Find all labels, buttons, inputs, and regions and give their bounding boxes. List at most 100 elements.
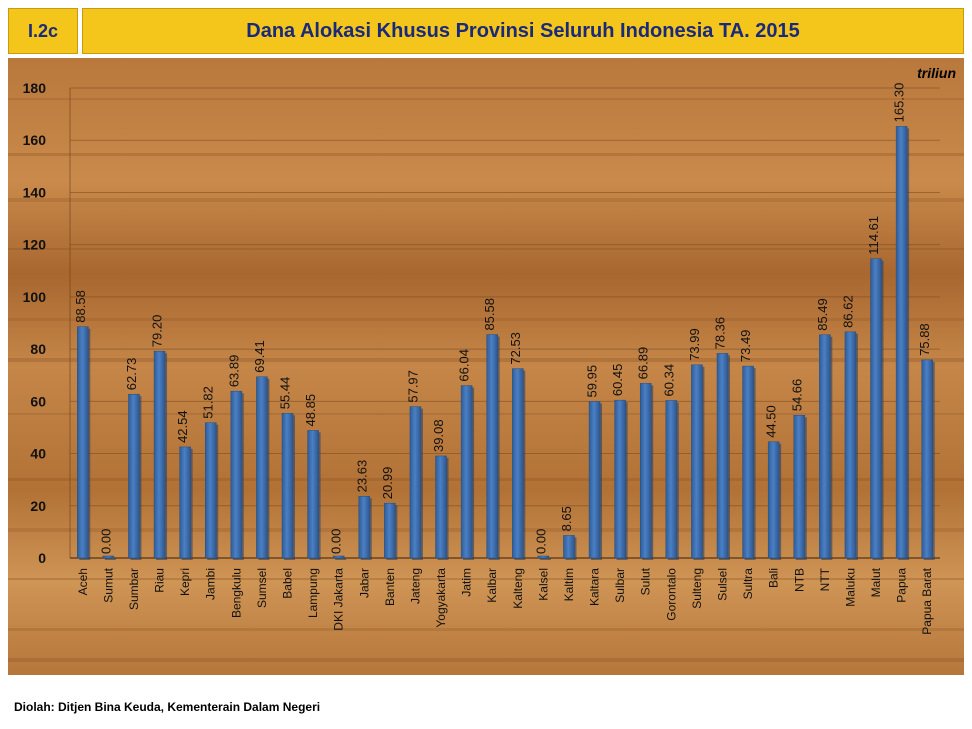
bar (281, 412, 294, 559)
y-tick-label: 60 (30, 393, 46, 409)
x-tick-label: Kaltara (588, 568, 602, 606)
y-tick-label: 80 (30, 341, 46, 357)
value-label: 59.95 (585, 365, 600, 398)
value-label: 69.41 (252, 340, 267, 373)
bar (844, 331, 857, 559)
value-label: 73.99 (687, 328, 702, 361)
bar (128, 393, 140, 559)
x-tick-label: Gorontalo (664, 568, 678, 621)
wood-grain-band (8, 528, 964, 532)
x-tick-label: Jateng (408, 568, 422, 604)
bar-shadow (104, 558, 116, 560)
x-tick-label: Aceh (76, 568, 90, 595)
value-label: 55.44 (278, 377, 293, 410)
value-label: 20.99 (380, 467, 395, 500)
x-axis-labels: Aceh Sumut Sumbar Riau Kepri Jambi Bengkulu Sum… (76, 567, 934, 634)
x-tick-label: Sumsel (255, 568, 269, 608)
bar (77, 326, 89, 559)
header: I.2c Dana Alokasi Khusus Provinsi Seluru… (8, 8, 964, 54)
bars (77, 126, 935, 560)
bar (793, 415, 806, 559)
wood-grain-band (8, 98, 964, 100)
bar (588, 401, 601, 559)
value-label: 78.36 (713, 317, 728, 350)
bar (665, 400, 678, 559)
y-tick-label: 180 (23, 80, 47, 96)
bar (307, 430, 319, 559)
bar (384, 502, 396, 559)
x-tick-label: Sultra (741, 568, 755, 600)
value-label: 165.30 (892, 83, 907, 123)
bar (435, 455, 447, 559)
bar (767, 441, 780, 559)
bar (563, 535, 575, 559)
bar-chart: 0 20 40 60 80 100 120 140 160 180 88.58 0.00 62.73 7… (8, 58, 964, 675)
value-label: 0.00 (533, 529, 548, 554)
chart-code: I.2c (8, 8, 78, 54)
x-tick-label: Jatim (460, 568, 474, 597)
value-label: 75.88 (917, 323, 932, 356)
x-tick-label: Maluku (843, 568, 857, 607)
value-label: 60.34 (661, 364, 676, 397)
bar (256, 376, 268, 559)
bar (204, 422, 217, 559)
value-label: 54.66 (789, 379, 804, 412)
x-tick-label: Lampung (306, 568, 320, 618)
bar (921, 359, 933, 559)
bar-shadow (335, 558, 347, 560)
y-tick-label: 140 (23, 184, 47, 200)
x-tick-label: Kalsel (536, 568, 550, 601)
chart-title: Dana Alokasi Khusus Provinsi Seluruh Ind… (82, 8, 964, 54)
value-label: 48.85 (303, 394, 318, 427)
x-tick-label: Sumbar (127, 568, 141, 610)
value-label: 44.50 (764, 405, 779, 438)
bar (691, 364, 703, 559)
wood-grain-band (8, 658, 964, 662)
x-tick-label: Bali (767, 568, 781, 588)
bar (102, 555, 115, 559)
wood-grain-band (8, 578, 964, 580)
bar (639, 383, 652, 559)
bar (716, 353, 729, 559)
x-tick-label: NTB (792, 568, 806, 592)
value-label: 86.62 (840, 295, 855, 328)
y-tick-label: 40 (30, 446, 46, 462)
x-tick-label: Papua Barat (920, 567, 934, 634)
bar (358, 496, 371, 559)
value-label: 72.53 (508, 332, 523, 365)
value-label: 79.20 (150, 315, 165, 348)
x-tick-label: Babel (281, 568, 295, 599)
wood-grain-band (8, 318, 964, 321)
wood-grain-band (8, 413, 964, 415)
x-tick-label: NTT (818, 567, 832, 591)
value-label: 42.54 (175, 410, 190, 443)
bar (895, 126, 908, 559)
y-axis-ticks: 0 20 40 60 80 100 120 140 160 180 (23, 80, 47, 566)
wood-grain (8, 98, 964, 662)
y-tick-label: 120 (23, 237, 47, 253)
wood-grain-band (8, 153, 964, 156)
bar (537, 555, 550, 559)
x-tick-label: Sumut (101, 567, 115, 602)
bar (486, 334, 498, 559)
value-label: 8.65 (559, 506, 574, 531)
bar (742, 365, 754, 559)
value-label: 62.73 (124, 358, 139, 391)
bar (179, 446, 191, 559)
value-label: 51.82 (201, 386, 216, 419)
x-tick-label: Banten (383, 568, 397, 606)
value-label: 85.49 (815, 298, 830, 331)
value-label: 73.49 (738, 330, 753, 363)
x-tick-label: Sulut (639, 567, 653, 595)
y-tick-label: 20 (30, 498, 46, 514)
y-tick-label: 100 (23, 289, 47, 305)
x-tick-label: Sulteng (690, 568, 704, 609)
wood-grain-band (8, 198, 964, 202)
bar (614, 399, 626, 559)
bar (409, 406, 422, 559)
value-label: 114.61 (866, 216, 881, 255)
x-tick-label: Jabar (357, 568, 371, 598)
x-tick-label: Kaltim (562, 568, 576, 601)
value-label: 23.63 (354, 460, 369, 493)
value-label: 60.45 (610, 364, 625, 397)
